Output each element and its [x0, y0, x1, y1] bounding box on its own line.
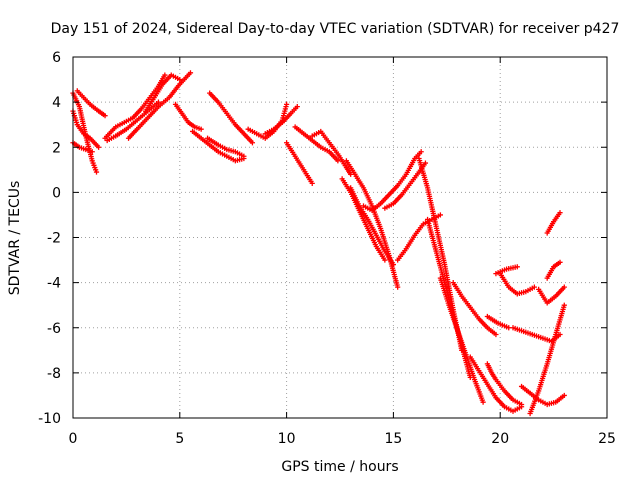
data-series: [190, 128, 247, 164]
data-series: [360, 149, 424, 214]
data-series: [74, 88, 108, 119]
y-tick-label: -2: [47, 231, 61, 247]
data-series: [292, 124, 341, 164]
data-marks: [70, 70, 567, 417]
data-point: [514, 264, 520, 270]
y-tick-label: 4: [52, 95, 61, 111]
x-tick-label: 10: [278, 431, 296, 447]
y-tick-label: -6: [47, 321, 61, 337]
data-series: [395, 212, 443, 263]
data-series: [544, 210, 563, 236]
data-series: [262, 104, 300, 137]
x-tick-label: 0: [69, 431, 78, 447]
data-point: [395, 284, 401, 290]
y-tick-label: -10: [38, 411, 61, 427]
data-point: [518, 401, 525, 408]
data-point: [557, 259, 563, 265]
data-series: [284, 140, 315, 186]
tick-labels: 0 5 10 15 20 25 -10 -8 -6 -4 -2 0 2 4 6: [38, 50, 616, 447]
data-series: [467, 354, 525, 414]
data-point: [382, 257, 388, 263]
x-tick-label: 15: [384, 431, 402, 447]
data-point: [418, 149, 424, 155]
data-series: [102, 72, 168, 141]
data-series: [437, 275, 486, 405]
x-axis-title: GPS time / hours: [281, 459, 398, 475]
data-point: [162, 72, 168, 78]
data-series: [518, 383, 567, 408]
data-series: [125, 70, 194, 141]
data-series: [493, 264, 520, 277]
data-series: [143, 72, 183, 114]
y-tick-label: 6: [52, 50, 61, 66]
data-series: [104, 99, 162, 144]
data-series: [527, 302, 567, 417]
data-series: [484, 361, 525, 408]
data-point: [561, 392, 567, 399]
data-series: [544, 259, 563, 281]
axis-ticks: [72, 56, 608, 419]
data-point: [437, 212, 443, 218]
data-point: [93, 169, 100, 175]
data-point: [155, 99, 162, 105]
data-point: [187, 70, 194, 76]
data-point: [198, 126, 204, 132]
data-point: [309, 180, 315, 186]
data-point: [480, 399, 486, 405]
x-tick-label: 5: [175, 431, 184, 447]
data-point: [335, 158, 341, 164]
data-series: [339, 176, 388, 263]
data-point: [177, 76, 183, 83]
y-axis-title: SDTVAR / TECUs: [7, 181, 23, 296]
data-series: [70, 108, 102, 150]
data-series: [497, 271, 537, 297]
data-series: [172, 101, 204, 132]
data-series: [348, 185, 396, 268]
data-point: [284, 101, 290, 107]
data-series: [536, 284, 567, 306]
data-series: [207, 90, 256, 146]
x-tick-label: 20: [491, 431, 509, 447]
data-point: [557, 210, 563, 216]
data-point: [493, 331, 499, 338]
x-tick-label: 25: [598, 431, 616, 447]
data-point: [506, 325, 512, 331]
data-point: [294, 104, 300, 110]
data-series: [204, 135, 247, 159]
y-tick-label: -4: [47, 276, 61, 292]
data-point: [89, 149, 95, 155]
data-series: [70, 90, 100, 175]
data-series: [382, 160, 429, 211]
data-point: [561, 302, 567, 308]
chart-title: Day 151 of 2024, Sidereal Day-to-day VTE…: [51, 21, 620, 37]
y-tick-label: 2: [52, 140, 61, 156]
data-point: [249, 140, 256, 146]
data-point: [531, 284, 537, 290]
y-tick-label: 0: [52, 185, 61, 201]
data-point: [390, 261, 396, 268]
data-series: [450, 280, 499, 338]
data-point: [102, 113, 108, 119]
data-point: [241, 153, 247, 159]
y-tick-label: -8: [47, 366, 61, 382]
data-series: [484, 313, 512, 331]
data-point: [561, 284, 567, 290]
data-point: [422, 160, 429, 166]
data-point: [96, 144, 102, 150]
